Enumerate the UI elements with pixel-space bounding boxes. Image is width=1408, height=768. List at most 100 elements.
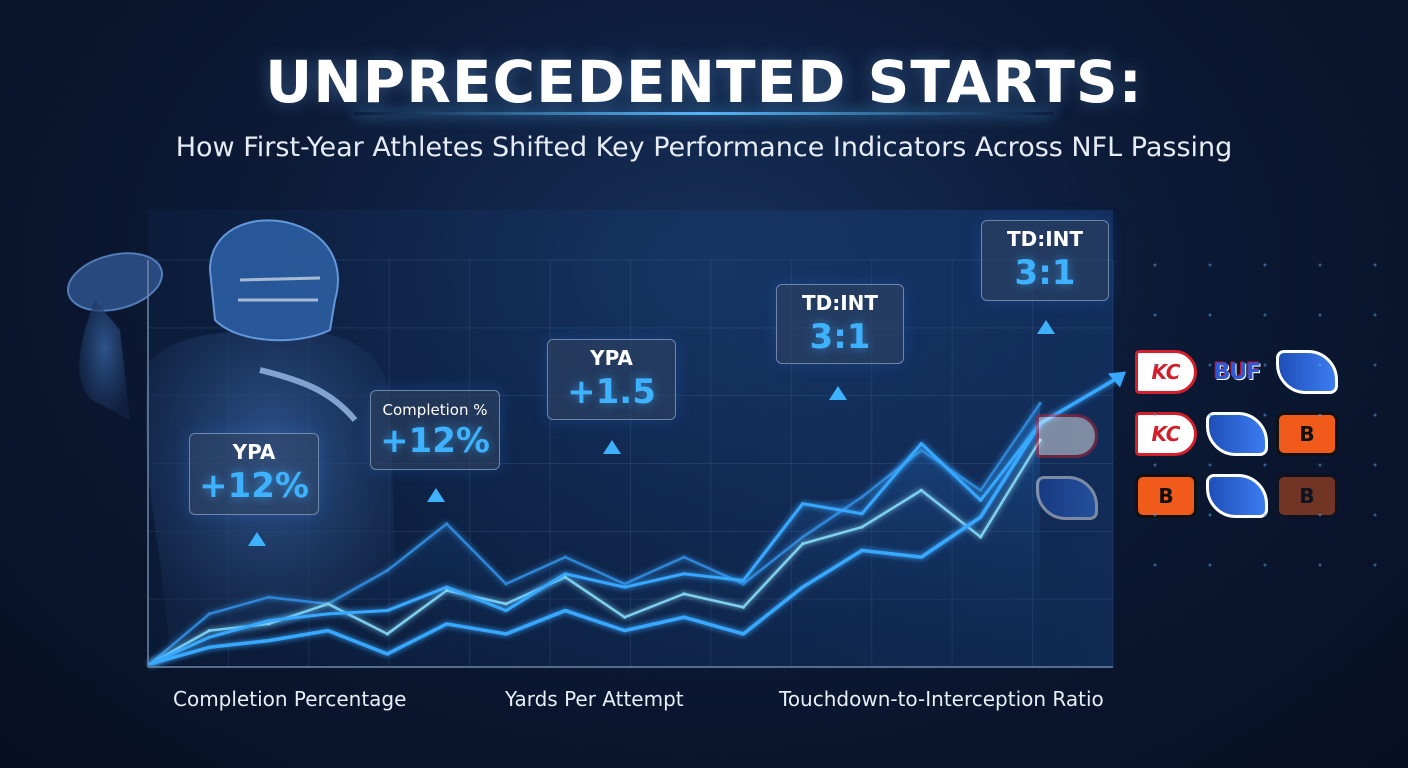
data-point [623, 615, 627, 619]
decorative-dot [1318, 413, 1322, 417]
bills-wordmark-icon: BUF [1213, 359, 1262, 385]
data-point [207, 612, 211, 616]
data-point [919, 448, 923, 452]
data-point [860, 548, 864, 553]
series-line [149, 422, 1042, 666]
callout-arrow-head [427, 488, 445, 502]
data-point [445, 622, 449, 626]
trend-arrow-head [1108, 371, 1126, 388]
decorative-dot [1373, 313, 1377, 317]
data-point [267, 622, 271, 626]
decorative-dot [1263, 363, 1267, 367]
callout-value: +12% [199, 466, 309, 506]
callout-arrow-head [603, 440, 621, 454]
data-point [801, 535, 805, 539]
callout-arrow-head [1037, 320, 1055, 334]
decorative-dot [1373, 463, 1377, 467]
data-point [741, 605, 745, 609]
data-point [741, 632, 745, 636]
callout-card: Completion % +12% [370, 390, 500, 470]
data-point [445, 585, 449, 589]
data-point [741, 582, 745, 586]
series-line [149, 439, 1042, 666]
chiefs-logo-icon [1036, 414, 1098, 458]
title-glow-divider [354, 112, 1054, 115]
data-point [623, 585, 627, 589]
decorative-dot [1318, 313, 1322, 317]
decorative-dot [1318, 513, 1322, 517]
data-point [207, 645, 211, 649]
data-point [563, 572, 567, 576]
data-point [445, 588, 449, 593]
data-point [682, 572, 686, 576]
data-point [385, 632, 389, 636]
data-point [1038, 401, 1042, 406]
data-point [207, 635, 211, 639]
callout-label: TD:INT [1006, 227, 1084, 251]
decorative-dot [1318, 363, 1322, 367]
bengals-logo-icon: B [1276, 474, 1338, 518]
decorative-dot [1263, 563, 1267, 567]
decorative-dot [1153, 563, 1157, 567]
decorative-dot [1373, 563, 1377, 567]
decorative-dot [1373, 263, 1377, 267]
page-subtitle: How First-Year Athletes Shifted Key Perf… [175, 132, 1233, 163]
callout-card: TD:INT 3:1 [981, 220, 1109, 301]
data-point [267, 639, 271, 643]
callout-card: YPA +1.5 [547, 339, 676, 420]
callout-label: Completion % [382, 401, 488, 419]
x-axis-category-label: Touchdown-to-Interception Ratio [779, 687, 1104, 711]
decorative-dot [1208, 463, 1212, 467]
decorative-dot [1318, 563, 1322, 567]
callout-value: +1.5 [567, 372, 656, 412]
decorative-dot [1208, 263, 1212, 267]
decorative-dot [1318, 463, 1322, 467]
data-point [979, 488, 983, 492]
data-point [860, 495, 864, 499]
player-stripe [259, 367, 358, 422]
data-point [563, 608, 567, 613]
data-point [207, 629, 211, 633]
player-arm [79, 300, 130, 420]
decorative-dot [1153, 513, 1157, 517]
data-point [979, 515, 983, 519]
data-point [979, 535, 983, 539]
decorative-dot [1263, 463, 1267, 467]
data-point [682, 592, 686, 596]
data-point [801, 502, 805, 506]
decorative-dot [1208, 413, 1212, 417]
bengals-logo-icon: B [1135, 474, 1197, 518]
decorative-dot [1263, 263, 1267, 267]
series-points [148, 401, 1042, 666]
decorative-dot [1153, 413, 1157, 417]
data-point [919, 555, 923, 559]
football-icon [66, 252, 164, 312]
decorative-dot [1208, 313, 1212, 317]
series-lines [149, 402, 1042, 666]
decorative-dot [1373, 363, 1377, 367]
callout-value: 3:1 [809, 317, 871, 357]
decorative-dot [1263, 313, 1267, 317]
decorative-dot [1373, 413, 1377, 417]
chiefs-logo-icon: KC [1135, 412, 1197, 456]
callout-label: TD:INT [801, 291, 879, 315]
bills-logo-icon [1276, 350, 1338, 394]
quarterback-silhouette [66, 219, 395, 650]
callout-label: YPA [590, 346, 633, 370]
data-point [385, 652, 389, 656]
decorative-dot [1263, 413, 1267, 417]
data-point [148, 662, 152, 666]
data-point [563, 555, 567, 559]
callout-label: YPA [232, 440, 276, 464]
data-point [741, 578, 745, 583]
bills-logo-icon [1206, 474, 1268, 518]
callout-card: TD:INT 3:1 [776, 284, 904, 364]
data-point [326, 629, 330, 633]
data-point [919, 488, 923, 492]
decorative-dot [1153, 363, 1157, 367]
decorative-dot [1153, 263, 1157, 267]
data-point [623, 582, 627, 586]
data-point [919, 441, 923, 446]
callout-arrow-head [248, 532, 266, 546]
data-point [326, 602, 330, 606]
